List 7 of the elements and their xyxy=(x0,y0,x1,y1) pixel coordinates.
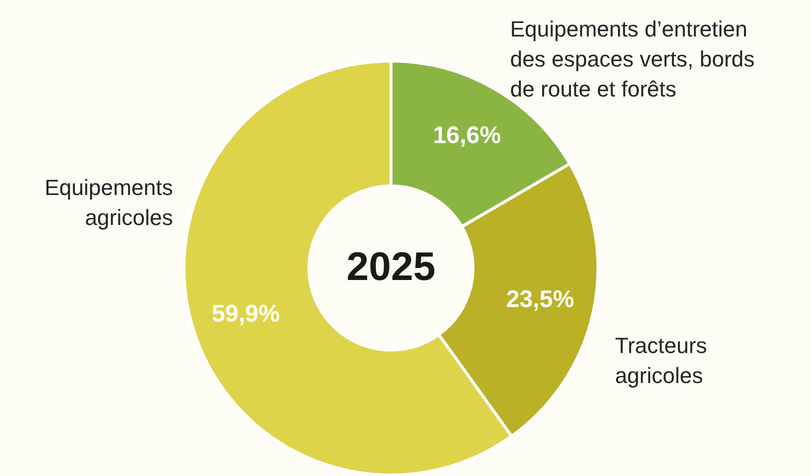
slice-label: Equipements d’entretien des espaces verts, bords de route et forêts xyxy=(510,16,755,102)
slice-label: Tracteurs agricoles xyxy=(614,332,708,388)
slice-label: Equipements agricoles xyxy=(44,175,173,230)
text: 2025 xyxy=(346,245,436,289)
data-label: 59,9% xyxy=(212,300,280,328)
data-label: 16,6% xyxy=(432,122,502,149)
data-label: 23,5% xyxy=(506,286,574,313)
